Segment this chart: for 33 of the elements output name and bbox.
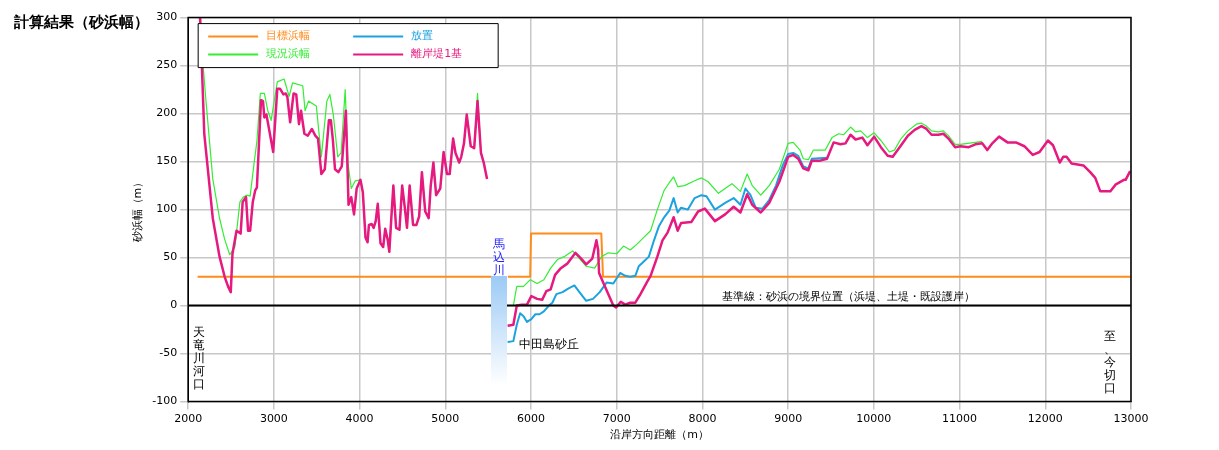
x-tick-label: 4000 xyxy=(345,412,374,426)
x-tick-label: 10000 xyxy=(856,412,892,426)
y-tick-label: 150 xyxy=(156,154,178,168)
ref-line-label: 基準線：砂浜の境界位置（浜堤、土堤・既設護岸） xyxy=(721,289,975,303)
chart-title: 計算結果（砂浜幅） xyxy=(13,13,149,32)
annotation: 天竜川河口 xyxy=(193,324,206,391)
annotation: 中田島砂丘 xyxy=(519,337,580,352)
x-tick-label: 9000 xyxy=(774,412,803,426)
y-tick-label: 300 xyxy=(156,10,178,24)
x-tick-label: 13000 xyxy=(1113,412,1149,426)
x-tick-label: 3000 xyxy=(259,412,288,426)
y-tick-label: -100 xyxy=(152,394,178,408)
y-tick-label: 200 xyxy=(156,106,178,120)
y-tick-label: 250 xyxy=(156,58,178,72)
y-axis-title: 砂浜幅（m） xyxy=(131,176,145,244)
annotation: 馬込川 xyxy=(492,237,506,278)
x-tick-label: 11000 xyxy=(942,412,978,426)
y-tick-label: 0 xyxy=(170,298,178,312)
legend-label: 目標浜幅 xyxy=(266,29,311,43)
x-tick-label: 8000 xyxy=(688,412,717,426)
y-tick-label: 100 xyxy=(156,202,178,216)
x-axis-title: 沿岸方向距離（m） xyxy=(610,428,709,442)
x-tick-label: 12000 xyxy=(1027,412,1063,426)
x-tick-label: 2000 xyxy=(174,412,203,426)
legend-label: 現況浜幅 xyxy=(266,47,311,61)
x-tick-label: 5000 xyxy=(431,412,460,426)
legend-label: 放置 xyxy=(411,29,434,43)
x-tick-label: 6000 xyxy=(517,412,546,426)
y-tick-label: -50 xyxy=(159,346,178,360)
annotation: 至、今切口 xyxy=(1104,328,1117,395)
legend-label: 離岸堤1基 xyxy=(411,47,463,61)
y-tick-label: 50 xyxy=(163,250,178,264)
x-tick-label: 7000 xyxy=(602,412,631,426)
